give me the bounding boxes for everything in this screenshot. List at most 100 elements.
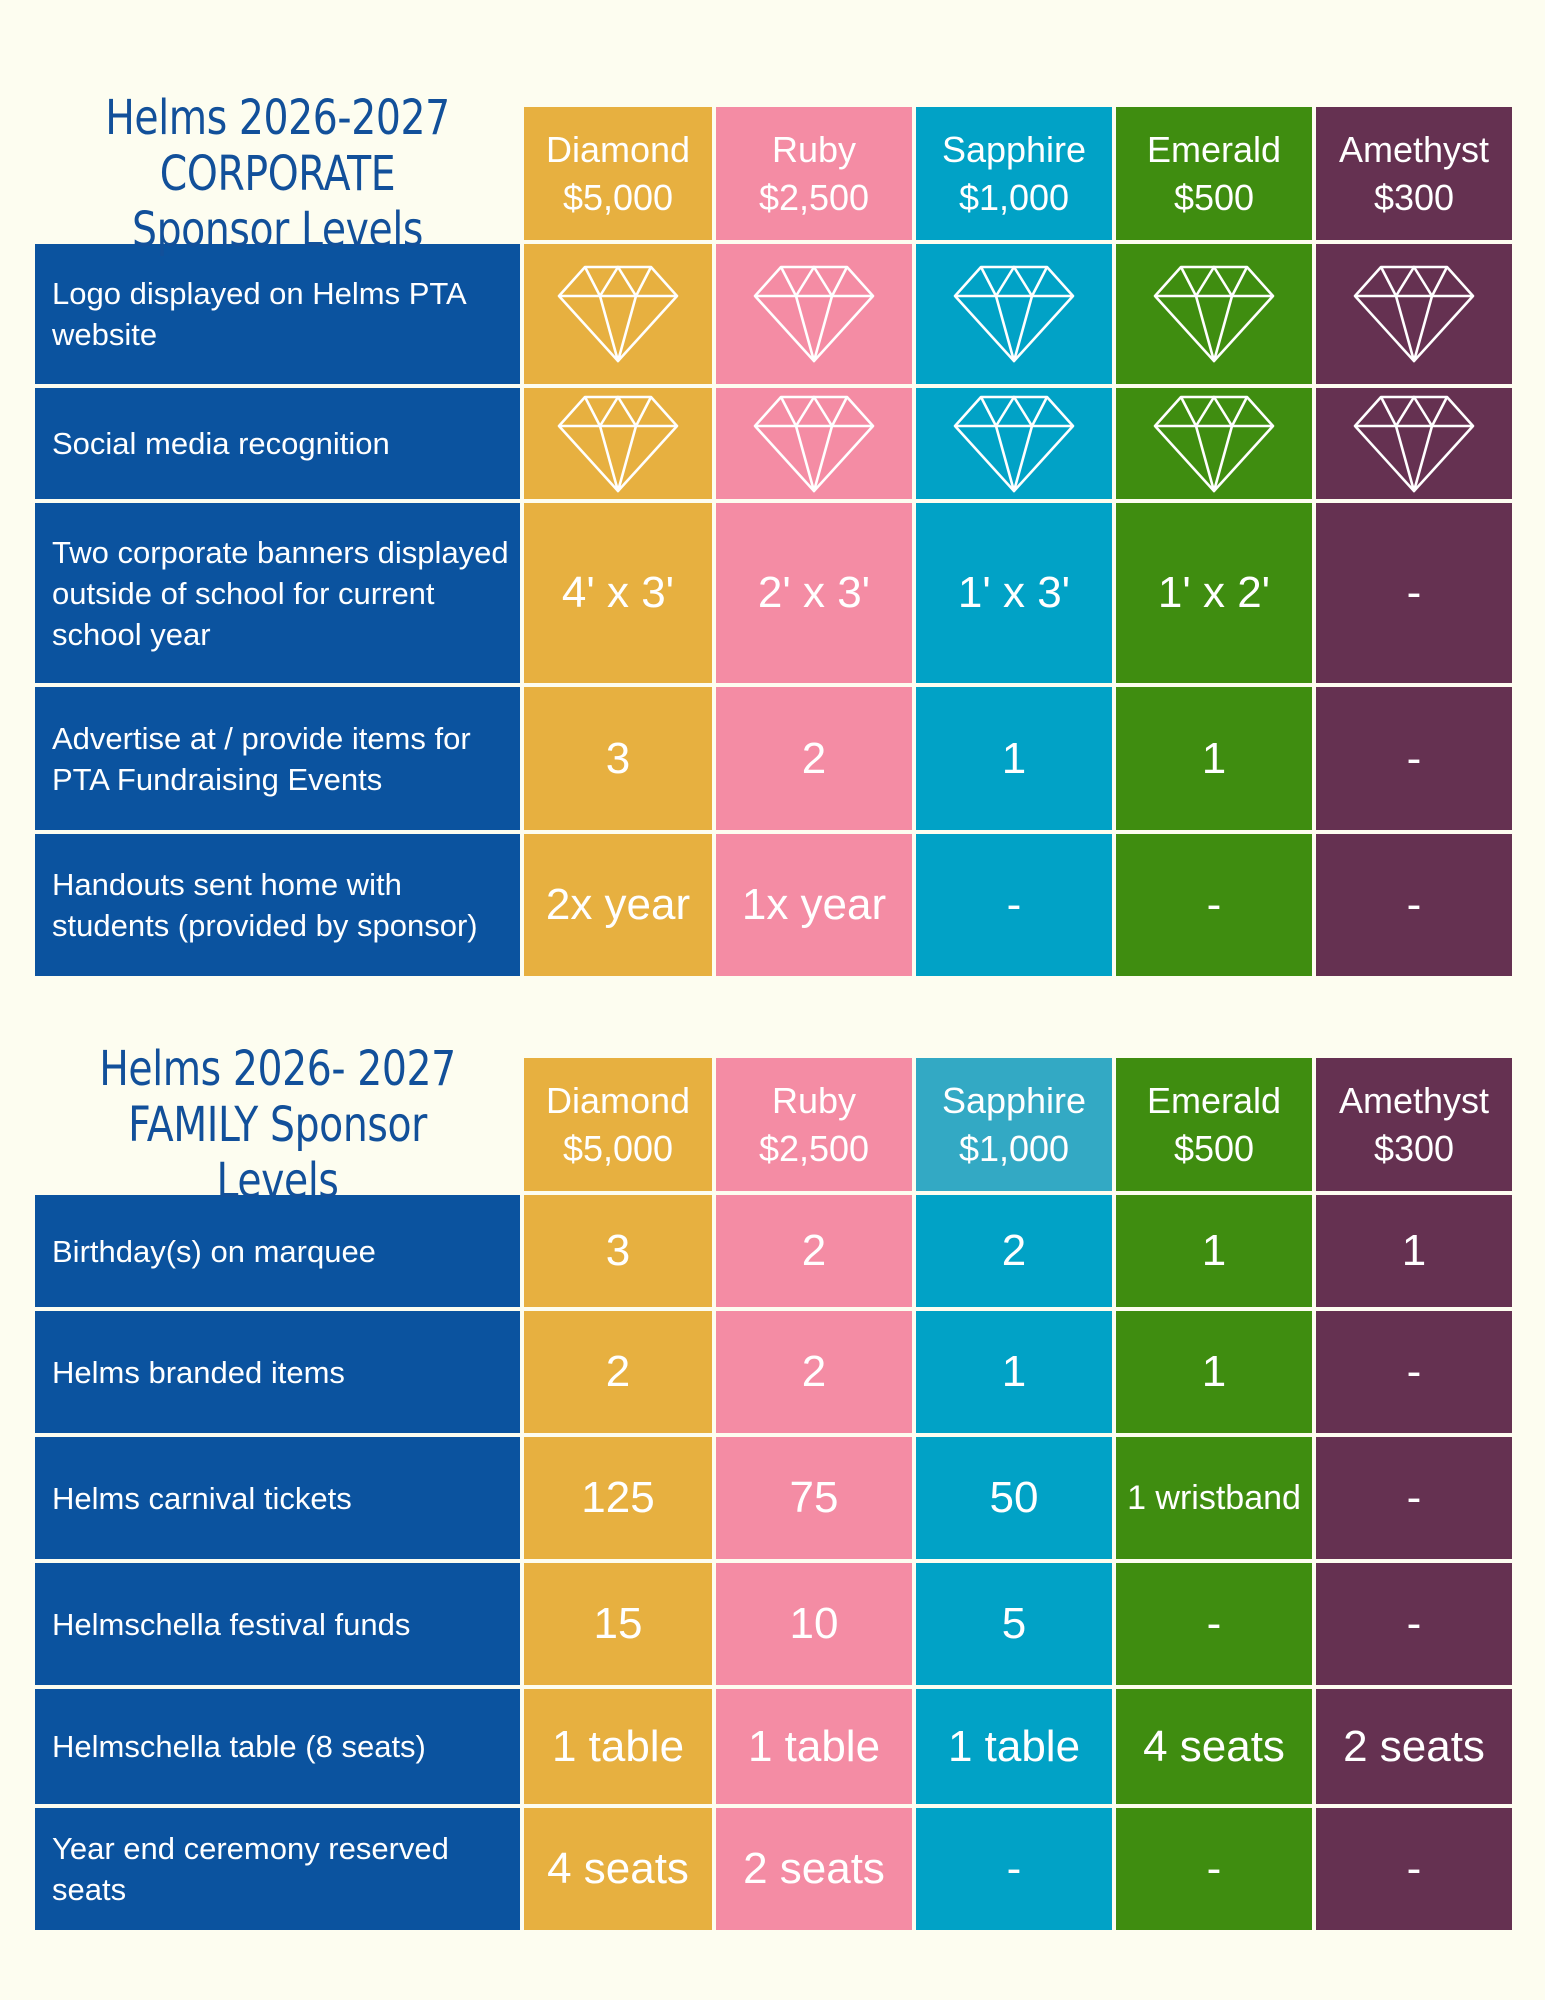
diamond-icon (716, 388, 912, 499)
corporate-feature-label: Logo displayed on Helms PTA website (35, 244, 520, 384)
family-diamond-value: 3 (524, 1195, 712, 1307)
corporate-emerald-value: 1' x 2' (1116, 503, 1312, 683)
corporate-level-emerald-header: Emerald $500 (1116, 107, 1312, 240)
level-name: Diamond (545, 1079, 691, 1121)
diamond-icon (1316, 388, 1512, 499)
family-ruby-value: 2 seats (716, 1808, 912, 1930)
diamond-icon (524, 244, 712, 384)
level-name: Emerald (1146, 128, 1282, 170)
family-ruby-value: 10 (716, 1563, 912, 1685)
family-sapphire-value: 50 (916, 1437, 1112, 1559)
family-sapphire-value: 2 (916, 1195, 1112, 1307)
family-amethyst-value: - (1316, 1437, 1512, 1559)
level-price: $5,000 (562, 176, 674, 218)
family-ruby-value: 2 (716, 1311, 912, 1433)
family-ruby-value: 2 (716, 1195, 912, 1307)
corporate-feature-label: Two corporate banners displayed outside … (35, 503, 520, 683)
family-emerald-value: 1 (1116, 1195, 1312, 1307)
corporate-ruby-value: 2 (716, 687, 912, 830)
family-feature-label: Helmschella festival funds (35, 1563, 520, 1685)
family-emerald-value: 1 (1116, 1311, 1312, 1433)
diamond-icon (1116, 388, 1312, 499)
level-name: Emerald (1146, 1079, 1282, 1121)
corporate-ruby-value: 1x year (716, 834, 912, 976)
family-table-title: Helms 2026- 2027 FAMILY Sponsor Levels (79, 1041, 477, 1209)
diamond-icon (1316, 244, 1512, 384)
corporate-sapphire-value: 1 (916, 687, 1112, 830)
family-feature-label: Year end ceremony reserved seats (35, 1808, 520, 1930)
family-sapphire-value: 1 (916, 1311, 1112, 1433)
family-feature-label: Helmschella table (8 seats) (35, 1689, 520, 1804)
level-price: $2,500 (758, 176, 870, 218)
corporate-table-title: Helms 2026-2027 CORPORATE Sponsor Levels (79, 90, 477, 258)
corporate-ruby-value: 2' x 3' (716, 503, 912, 683)
level-price: $500 (1173, 176, 1255, 218)
family-amethyst-value: 1 (1316, 1195, 1512, 1307)
family-ruby-value: 1 table (716, 1689, 912, 1804)
corporate-feature-label: Handouts sent home with students (provid… (35, 834, 520, 976)
level-name: Amethyst (1338, 1079, 1490, 1121)
level-name: Sapphire (941, 128, 1087, 170)
level-name: Diamond (545, 128, 691, 170)
diamond-icon (916, 388, 1112, 499)
family-amethyst-value: 2 seats (1316, 1689, 1512, 1804)
family-emerald-value: - (1116, 1563, 1312, 1685)
corporate-title-line1: Helms 2026-2027 (105, 89, 450, 146)
corporate-amethyst-value: - (1316, 687, 1512, 830)
family-emerald-value: - (1116, 1808, 1312, 1930)
family-emerald-value: 4 seats (1116, 1689, 1312, 1804)
corporate-feature-label: Advertise at / provide items for PTA Fun… (35, 687, 520, 830)
corporate-sapphire-value: - (916, 834, 1112, 976)
family-sponsor-table: Helms 2026- 2027 FAMILY Sponsor Levels D… (35, 1041, 1512, 1930)
corporate-level-diamond-header: Diamond $5,000 (524, 107, 712, 240)
family-sapphire-value: 5 (916, 1563, 1112, 1685)
family-title-line1: Helms 2026- 2027 (99, 1040, 456, 1097)
family-level-ruby-header: Ruby $2,500 (716, 1058, 912, 1191)
level-price: $300 (1373, 1127, 1455, 1169)
corporate-sapphire-value: 1' x 3' (916, 503, 1112, 683)
family-amethyst-value: - (1316, 1808, 1512, 1930)
family-sapphire-value: 1 table (916, 1689, 1112, 1804)
family-level-diamond-header: Diamond $5,000 (524, 1058, 712, 1191)
corporate-level-amethyst-header: Amethyst $300 (1316, 107, 1512, 240)
family-title-line2: FAMILY Sponsor Levels (128, 1096, 427, 1209)
corporate-level-sapphire-header: Sapphire $1,000 (916, 107, 1112, 240)
family-emerald-value: 1 wristband (1116, 1437, 1312, 1559)
corporate-emerald-value: 1 (1116, 687, 1312, 830)
level-price: $5,000 (562, 1127, 674, 1169)
family-feature-label: Helms carnival tickets (35, 1437, 520, 1559)
family-amethyst-value: - (1316, 1311, 1512, 1433)
family-level-emerald-header: Emerald $500 (1116, 1058, 1312, 1191)
family-diamond-value: 15 (524, 1563, 712, 1685)
family-diamond-value: 4 seats (524, 1808, 712, 1930)
level-price: $1,000 (958, 1127, 1070, 1169)
corporate-sponsor-table: Helms 2026-2027 CORPORATE Sponsor Levels… (35, 90, 1512, 976)
corporate-level-ruby-header: Ruby $2,500 (716, 107, 912, 240)
level-price: $2,500 (758, 1127, 870, 1169)
level-name: Ruby (771, 128, 857, 170)
family-level-sapphire-header: Sapphire $1,000 (916, 1058, 1112, 1191)
corporate-emerald-value: - (1116, 834, 1312, 976)
level-price: $1,000 (958, 176, 1070, 218)
level-price: $300 (1373, 176, 1455, 218)
corporate-amethyst-value: - (1316, 503, 1512, 683)
family-diamond-value: 2 (524, 1311, 712, 1433)
corporate-diamond-value: 4' x 3' (524, 503, 712, 683)
diamond-icon (716, 244, 912, 384)
family-sapphire-value: - (916, 1808, 1112, 1930)
level-name: Sapphire (941, 1079, 1087, 1121)
corporate-feature-label: Social media recognition (35, 388, 520, 499)
family-feature-label: Birthday(s) on marquee (35, 1195, 520, 1307)
corporate-amethyst-value: - (1316, 834, 1512, 976)
level-name: Ruby (771, 1079, 857, 1121)
corporate-diamond-value: 3 (524, 687, 712, 830)
corporate-diamond-value: 2x year (524, 834, 712, 976)
diamond-icon (916, 244, 1112, 384)
family-diamond-value: 1 table (524, 1689, 712, 1804)
family-amethyst-value: - (1316, 1563, 1512, 1685)
family-diamond-value: 125 (524, 1437, 712, 1559)
corporate-title-line2: CORPORATE Sponsor Levels (132, 145, 423, 258)
family-feature-label: Helms branded items (35, 1311, 520, 1433)
diamond-icon (1116, 244, 1312, 384)
family-ruby-value: 75 (716, 1437, 912, 1559)
